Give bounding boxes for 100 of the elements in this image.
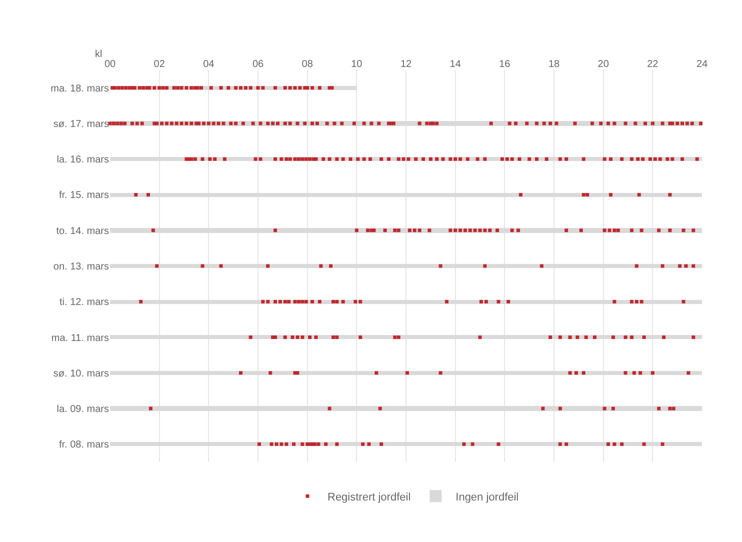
point — [184, 122, 188, 126]
point — [280, 442, 284, 446]
y-tick-label: ti. 12. mars — [60, 297, 109, 308]
point — [680, 157, 684, 161]
point — [670, 157, 674, 161]
point — [508, 122, 512, 126]
point — [473, 228, 477, 232]
point — [393, 336, 397, 340]
point — [592, 336, 596, 340]
point — [120, 86, 124, 90]
point — [226, 86, 230, 90]
point — [479, 300, 483, 304]
point — [283, 336, 287, 340]
point — [534, 122, 538, 126]
point — [496, 300, 500, 304]
y-tick-label: to. 14. mars — [56, 226, 109, 237]
point — [132, 86, 136, 90]
point — [318, 300, 322, 304]
point — [579, 228, 583, 232]
point — [534, 157, 538, 161]
point — [296, 371, 300, 375]
point — [682, 300, 686, 304]
point — [608, 228, 612, 232]
point — [180, 86, 184, 90]
point — [542, 122, 546, 126]
point — [234, 122, 238, 126]
point — [304, 157, 308, 161]
point — [444, 300, 448, 304]
point — [332, 122, 336, 126]
point — [602, 406, 606, 410]
point — [620, 442, 624, 446]
point — [152, 86, 156, 90]
point — [525, 122, 529, 126]
point — [310, 300, 314, 304]
point — [258, 157, 262, 161]
y-tick-label: ma. 18. mars — [50, 83, 109, 94]
point — [274, 300, 278, 304]
point — [680, 122, 684, 126]
point — [310, 122, 314, 126]
point — [190, 86, 194, 90]
point — [300, 336, 304, 340]
point — [200, 86, 204, 90]
x-tick-label: 20 — [598, 59, 610, 70]
point — [692, 228, 696, 232]
point — [328, 406, 332, 410]
point — [650, 371, 654, 375]
point — [164, 86, 168, 90]
point — [368, 157, 372, 161]
point — [462, 442, 466, 446]
point — [308, 336, 312, 340]
point — [190, 122, 194, 126]
point — [241, 122, 245, 126]
point — [692, 264, 696, 268]
point — [266, 122, 270, 126]
point — [634, 300, 638, 304]
point — [634, 264, 638, 268]
point — [678, 264, 682, 268]
point — [362, 157, 366, 161]
point — [582, 371, 586, 375]
point — [354, 228, 358, 232]
point — [660, 264, 664, 268]
point — [222, 122, 226, 126]
point — [354, 300, 358, 304]
point — [219, 264, 223, 268]
point — [458, 228, 462, 232]
point — [329, 264, 333, 268]
x-tick-label: 06 — [252, 59, 264, 70]
point — [370, 122, 374, 126]
point — [135, 122, 139, 126]
point — [488, 228, 492, 232]
y-tick-label: la. 09. mars — [56, 404, 109, 416]
point — [274, 442, 278, 446]
point — [648, 157, 652, 161]
point — [630, 157, 634, 161]
point — [695, 157, 699, 161]
point — [261, 300, 265, 304]
point — [158, 86, 162, 90]
point — [396, 157, 400, 161]
point — [637, 192, 641, 196]
point — [483, 264, 487, 268]
point — [666, 157, 670, 161]
point — [510, 228, 514, 232]
point — [161, 86, 165, 90]
point — [268, 371, 272, 375]
point — [174, 122, 178, 126]
point — [582, 157, 586, 161]
point — [676, 122, 680, 126]
point — [640, 300, 644, 304]
point — [405, 371, 409, 375]
point — [518, 192, 522, 196]
point — [308, 157, 312, 161]
point — [554, 122, 558, 126]
point — [612, 122, 616, 126]
point — [284, 157, 288, 161]
point — [318, 86, 322, 90]
point — [468, 228, 472, 232]
point — [244, 86, 248, 90]
point — [298, 86, 302, 90]
point — [380, 442, 384, 446]
point — [528, 157, 532, 161]
